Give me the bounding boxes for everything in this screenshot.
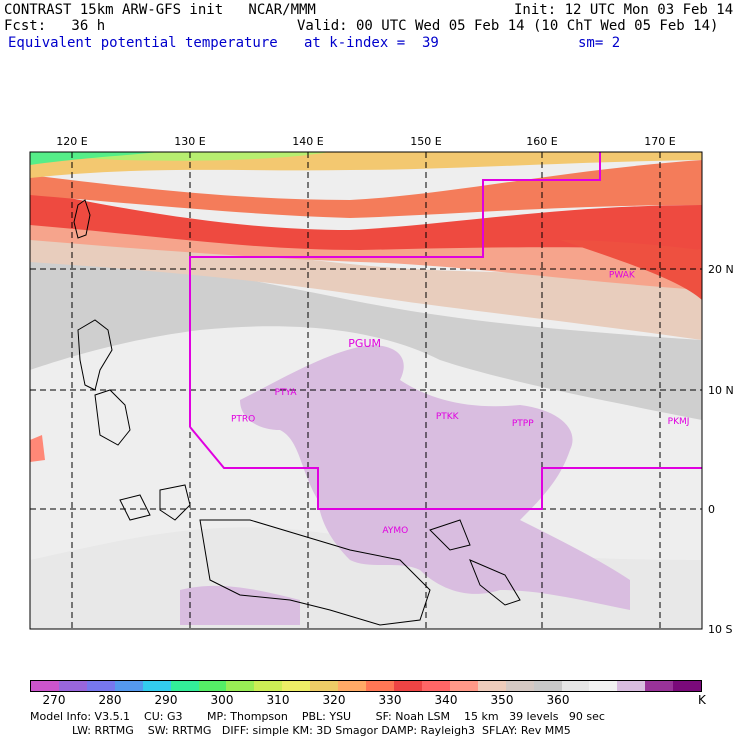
colorbar-swatch <box>533 681 562 691</box>
colorbar-swatch <box>198 681 227 691</box>
lon-label: 140 E <box>292 135 323 148</box>
colorbar <box>30 680 702 692</box>
colorbar-swatch <box>393 681 422 691</box>
colorbar-tick-label: 300 <box>210 693 234 707</box>
colorbar-tick-label: 290 <box>154 693 178 707</box>
plot-frame <box>29 151 703 630</box>
colorbar-swatch <box>31 681 59 691</box>
station-pgum: PGUM <box>348 337 381 350</box>
latitude-labels: 20 N 10 N 0 10 S <box>708 263 734 636</box>
station-ptro: PTRO <box>231 414 255 424</box>
lon-label: 170 E <box>644 135 675 148</box>
model-info-line2: LW: RRTMG SW: RRTMG DIFF: simple KM: 3D … <box>30 724 571 737</box>
lat-label: 10 S <box>708 623 732 636</box>
colorbar-swatch <box>226 681 255 691</box>
domain-boundary <box>189 152 601 427</box>
colorbar-tick-label: 320 <box>322 693 346 707</box>
colorbar-swatch <box>477 681 506 691</box>
station-pwak: PWAK <box>609 270 636 280</box>
colorbar-swatch <box>421 681 450 691</box>
colorbar-swatch <box>645 681 674 691</box>
k-index: at k-index = 39 <box>304 35 439 51</box>
station-ptpp: PTPP <box>512 419 534 429</box>
colorbar-swatch <box>617 681 646 691</box>
lon-label: 130 E <box>174 135 205 148</box>
colorbar-swatch <box>561 681 590 691</box>
coastlines <box>73 199 521 626</box>
colorbar-swatch <box>673 681 702 691</box>
colorbar-tick-label: 270 <box>42 693 66 707</box>
colorbar-swatch <box>505 681 534 691</box>
colorbar-tick-label: 340 <box>434 693 458 707</box>
lat-label: 10 N <box>708 384 734 397</box>
lat-label: 20 N <box>708 263 734 276</box>
longitude-labels: 120 E 130 E 140 E 150 E 160 E 170 E <box>56 135 675 148</box>
colorbar-swatch <box>310 681 339 691</box>
colorbar-swatch <box>338 681 367 691</box>
colorbar-swatch <box>366 681 394 691</box>
colorbar-swatch <box>282 681 311 691</box>
station-ptkk: PTKK <box>436 412 460 422</box>
lon-label: 150 E <box>410 135 441 148</box>
colorbar-swatch <box>449 681 478 691</box>
smoothing: sm= 2 <box>578 35 621 51</box>
station-ptya: PTYA <box>275 388 298 398</box>
forecast-hour: Fcst: 36 h <box>4 18 106 34</box>
station-pkmj: PKMJ <box>668 417 690 427</box>
colorbar-tick-label: 350 <box>490 693 514 707</box>
domain-boundary-south <box>189 426 702 510</box>
model-info-line1: Model Info: V3.5.1 CU: G3 MP: Thompson P… <box>30 710 605 723</box>
lat-label: 0 <box>708 503 715 516</box>
field-name: Equivalent potential temperature <box>8 35 278 51</box>
colorbar-swatch <box>58 681 87 691</box>
colorbar-tick-label: 360 <box>546 693 570 707</box>
colorbar-swatch <box>142 681 171 691</box>
colorbar-swatch <box>254 681 283 691</box>
colorbar-swatch <box>86 681 115 691</box>
station-markers: PGUM PTYA PTRO PTKK PTPP PKMJ PWAK AYMO <box>231 270 689 536</box>
init-time: Init: 12 UTC Mon 03 Feb 14 <box>514 2 734 18</box>
lon-label: 120 E <box>56 135 87 148</box>
header-title: CONTRAST 15km ARW-GFS init NCAR/MMM <box>4 2 316 18</box>
valid-time: Valid: 00 UTC Wed 05 Feb 14 (10 ChT Wed … <box>297 18 719 34</box>
colorbar-unit: K <box>698 693 706 707</box>
colorbar-swatch <box>114 681 143 691</box>
station-aymo: AYMO <box>382 526 408 536</box>
lon-label: 160 E <box>526 135 557 148</box>
colorbar-tick-label: 280 <box>98 693 122 707</box>
colorbar-tick-label: 330 <box>378 693 402 707</box>
colorbar-swatch <box>589 681 618 691</box>
colorbar-tick-label: 310 <box>266 693 290 707</box>
colorbar-swatch <box>170 681 199 691</box>
